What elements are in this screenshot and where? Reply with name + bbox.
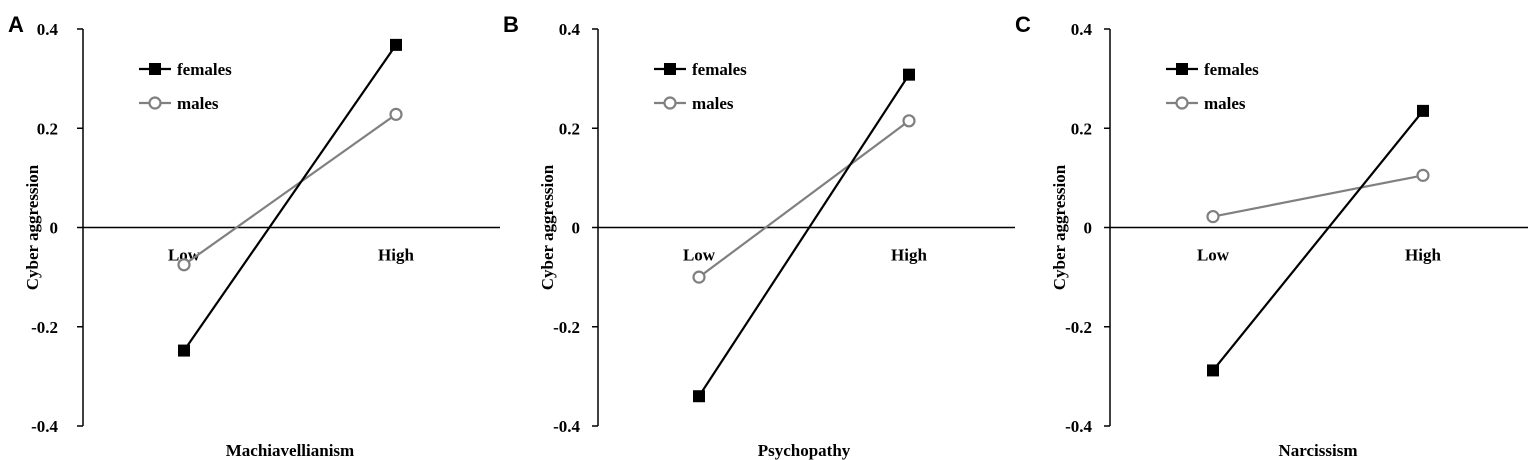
panel-b-category-label: High <box>891 246 927 265</box>
panel-c-series-line-females <box>1212 110 1424 372</box>
panel-a-y-tick-label: 0.4 <box>37 20 59 39</box>
panel-c-y-tick-label: -0.2 <box>1065 318 1092 337</box>
panel-c-marker-females <box>1207 364 1219 377</box>
panel-c-y-tick-label: 0.2 <box>1071 119 1092 138</box>
panel-a-series-line-females <box>183 44 397 352</box>
panel-c-legend-marker-males <box>1175 96 1189 110</box>
panel-b-legend-marker-females <box>664 63 676 75</box>
panel-a-y-tick-label: 0 <box>50 219 59 238</box>
panel-b-legend-label-females: females <box>692 60 747 79</box>
panel-b-legend-marker-males <box>663 96 677 110</box>
panel-c-legend-label-females: females <box>1204 60 1259 79</box>
panel-b-category-label: Low <box>683 246 716 265</box>
panel-a-y-tick-label: -0.2 <box>31 318 58 337</box>
panel-b-marker-males <box>902 114 916 128</box>
panel-c-series-line-males <box>1212 174 1424 218</box>
panel-a-legend-label-females: females <box>177 60 232 79</box>
panel-c-y-tick-label: 0.4 <box>1071 20 1093 39</box>
panel-a-marker-males <box>177 258 191 272</box>
panel-a-legend-marker-females <box>149 63 161 75</box>
panel-c-marker-males <box>1206 209 1220 224</box>
panel-b-x-axis-title: Psychopathy <box>758 441 851 460</box>
panel-a-category-label: High <box>378 246 414 265</box>
panel-c-category-label: High <box>1405 246 1441 265</box>
panel-b-y-tick-label: 0.4 <box>559 20 581 39</box>
panel-c-x-axis-title: Narcissism <box>1278 441 1357 460</box>
panel-c-letter: C <box>1015 12 1031 37</box>
panel-a-marker-females <box>178 344 190 357</box>
panel-b-series-line-females <box>698 74 910 397</box>
panel-a-letter: A <box>8 12 24 37</box>
panel-a-x-axis-title: Machiavellianism <box>226 441 354 460</box>
panel-c-y-tick-label: -0.4 <box>1065 417 1092 436</box>
panel-b-series-line-males <box>698 119 910 279</box>
panel-c-y-axis-title: Cyber aggression <box>1050 164 1069 290</box>
panel-b-y-tick-label: -0.4 <box>553 417 580 436</box>
panel-c-legend-label-males: males <box>1204 94 1246 113</box>
panel-b-y-tick-label: -0.2 <box>553 318 580 337</box>
panel-c-y-tick-label: 0 <box>1084 219 1093 238</box>
panel-c-legend-marker-females <box>1176 63 1188 75</box>
panel-a-legend-marker-males <box>148 96 162 110</box>
panel-b-y-tick-label: 0 <box>572 219 581 238</box>
panel-a-series-line-males <box>183 113 397 266</box>
panel-a-marker-females <box>390 38 402 51</box>
panel-a-y-axis-title: Cyber aggression <box>23 164 42 290</box>
panel-b-marker-females <box>903 68 915 81</box>
panel-a-y-tick-label: -0.4 <box>31 417 58 436</box>
panel-c-marker-males <box>1416 168 1430 182</box>
panel-b-y-axis-title: Cyber aggression <box>538 164 557 290</box>
panel-b-y-tick-label: 0.2 <box>559 119 580 138</box>
panel-a-marker-males <box>389 107 403 121</box>
panel-c-marker-females <box>1417 104 1429 117</box>
panel-c-category-label: Low <box>1197 246 1230 265</box>
panel-a-y-tick-label: 0.2 <box>37 119 58 138</box>
panel-b-legend-label-males: males <box>692 94 734 113</box>
panel-b-marker-females <box>693 390 705 403</box>
panel-a-legend-label-males: males <box>177 94 219 113</box>
panel-b-marker-males <box>692 270 706 284</box>
panel-b-letter: B <box>503 12 519 37</box>
